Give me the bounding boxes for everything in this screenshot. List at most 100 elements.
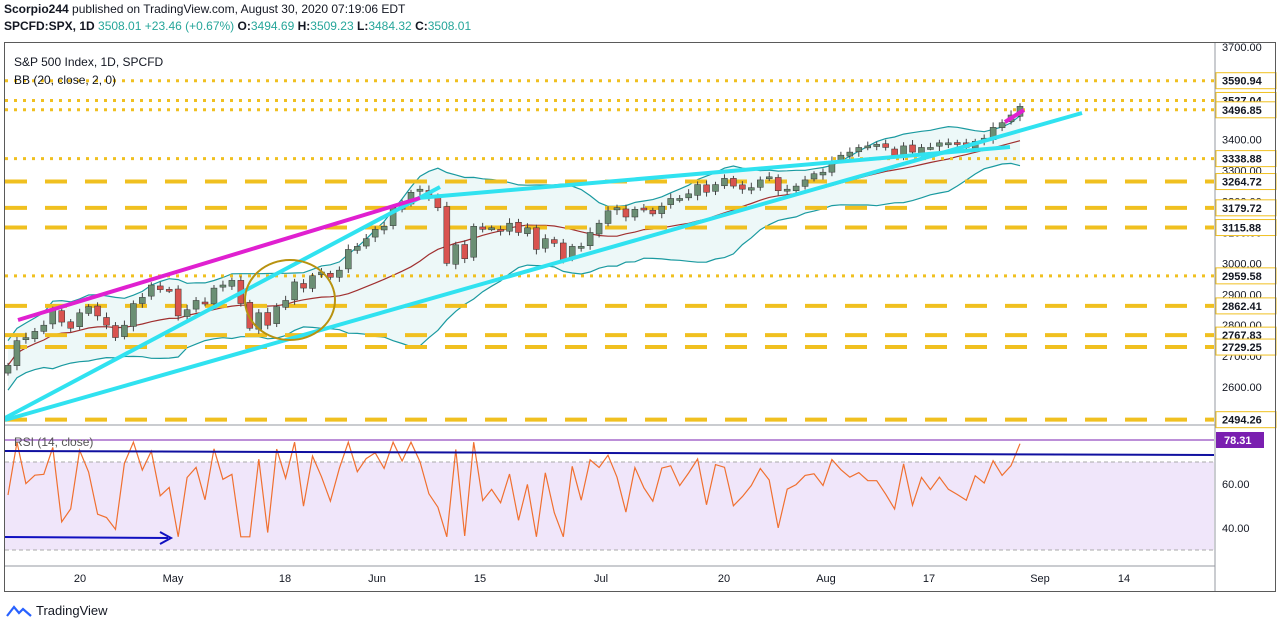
candle-body	[774, 177, 782, 191]
level-price-tag	[1215, 72, 1277, 90]
candle-body	[470, 226, 477, 258]
candle-body	[4, 365, 12, 374]
candle-body	[31, 331, 39, 340]
candle-body	[855, 147, 863, 153]
lower-trendline	[4, 111, 1083, 422]
candle-body	[327, 273, 334, 278]
candle-body	[595, 222, 603, 235]
candle-body	[273, 306, 280, 324]
candle-body	[371, 229, 379, 238]
candle-body	[452, 244, 460, 265]
level-price-tag	[1215, 150, 1277, 168]
level-price-tag	[1215, 297, 1277, 315]
level-price-tag	[1215, 199, 1277, 217]
level-price-tag	[1215, 173, 1277, 191]
candle-body	[998, 122, 1006, 128]
level-price-label: 2862.41	[1222, 301, 1262, 313]
rsi-resistance-line	[4, 450, 1215, 456]
candle-body	[228, 280, 236, 287]
candle-body	[604, 210, 612, 224]
candle-body	[667, 198, 674, 205]
channel-top-line	[17, 196, 421, 322]
change-value: +23.46 (+0.67%)	[144, 19, 235, 33]
candle-body	[201, 301, 209, 305]
time-tick-label: Sep	[1030, 573, 1050, 585]
published-text: published on TradingView.com, August 30,…	[72, 2, 406, 16]
time-tick-label: Jul	[594, 573, 608, 585]
brand-label: TradingView	[36, 603, 108, 618]
close-value: 3508.01	[427, 19, 472, 33]
candle-body	[22, 337, 30, 340]
time-tick-label: 14	[1118, 573, 1130, 585]
chart-title: S&P 500 Index, 1D, SPCFD	[14, 55, 164, 69]
rsi-arrow-line	[4, 536, 169, 539]
level-price-tag	[1215, 411, 1277, 429]
rsi-value-tag	[1216, 432, 1264, 448]
candle-body	[156, 285, 164, 290]
candle-body	[658, 205, 666, 214]
time-tick-label: 17	[923, 573, 935, 585]
candle-body	[210, 287, 218, 305]
tradingview-brand[interactable]: TradingView	[6, 603, 108, 618]
candle-body	[757, 179, 764, 188]
candle-body	[345, 249, 352, 270]
candle-body	[685, 193, 692, 199]
candle-body	[264, 312, 271, 326]
rsi-arrow-head	[159, 531, 174, 545]
open-value: 3494.69	[250, 19, 295, 33]
candle-body	[94, 305, 101, 317]
bb-lower-line	[7, 162, 1021, 391]
candle-body	[873, 144, 880, 147]
candle-body	[846, 151, 854, 157]
candle-body	[121, 324, 128, 337]
symbol-label: SPCFD:SPX, 1D	[4, 19, 95, 33]
candle-body	[945, 142, 952, 146]
time-tick-label: May	[163, 573, 184, 585]
rsi-tick-label: 40.00	[1222, 523, 1250, 535]
candle-body	[40, 324, 48, 332]
rsi-value-label: 78.31	[1224, 435, 1252, 447]
candle-body	[739, 184, 746, 190]
bb-legend: BB (20, close, 2, 0)	[14, 73, 116, 87]
candle-body	[694, 184, 701, 196]
candle-body	[864, 145, 872, 149]
close-label: C:	[415, 19, 428, 33]
candle-body	[192, 300, 200, 310]
candle-body	[533, 227, 540, 250]
time-tick-label: 20	[718, 573, 730, 585]
high-value: 3509.23	[310, 19, 354, 33]
time-tick-label: Aug	[816, 573, 836, 585]
candle-body	[291, 281, 298, 301]
time-tick-label: Jun	[368, 573, 386, 585]
candle-body	[909, 144, 916, 153]
candle-body	[748, 187, 755, 191]
candle-body	[174, 288, 182, 317]
candle-body	[488, 227, 495, 231]
low-value: 3484.32	[368, 19, 412, 33]
level-price-label: 2494.26	[1222, 415, 1262, 427]
candle-body	[67, 321, 74, 329]
candle-body	[282, 300, 289, 308]
highlight-ellipse	[244, 259, 336, 341]
candle-body	[524, 227, 531, 234]
candle-body	[380, 226, 388, 231]
level-price-label: 3264.72	[1222, 177, 1262, 189]
last-price: 3508.01	[98, 19, 142, 33]
candle-body	[622, 208, 630, 218]
candle-body	[130, 303, 137, 327]
candle-body	[640, 207, 648, 211]
level-price-label: 3115.88	[1222, 223, 1261, 235]
rsi-band	[5, 462, 1214, 550]
candle-body	[165, 289, 173, 292]
time-tick-label: 15	[474, 573, 486, 585]
candle-body	[783, 188, 791, 192]
candle-body	[542, 238, 549, 249]
candle-body	[730, 178, 737, 187]
steep-trendline	[4, 185, 441, 420]
candle-body	[103, 317, 110, 326]
price-tick-label: 2600.00	[1222, 382, 1262, 394]
rsi-legend: RSI (14, close)	[14, 435, 93, 449]
candle-body	[246, 302, 254, 329]
candle-body	[676, 198, 683, 201]
